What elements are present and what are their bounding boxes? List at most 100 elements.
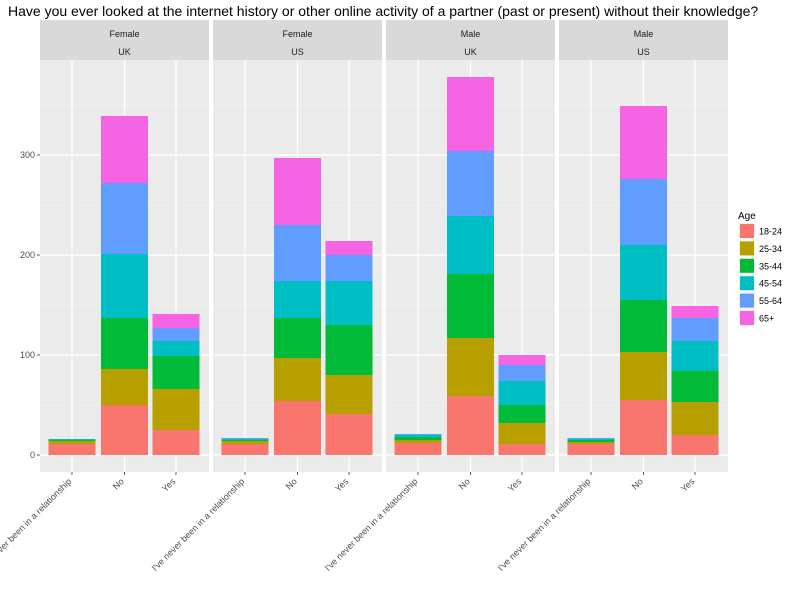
bars	[48, 116, 200, 455]
facet-strip	[386, 20, 555, 60]
x-tick-label: Yes	[506, 476, 524, 494]
facet-label-country: UK	[118, 47, 131, 57]
bar-segment-yes-55-64	[498, 365, 546, 381]
bar-segment-no-45-54	[101, 254, 148, 318]
bar-segment-i-ve-never-been-in-a-relationship-45-54	[567, 439, 615, 440]
bar-segment-no-65	[447, 77, 494, 151]
bar-segment-no-55-64	[447, 151, 494, 216]
legend-title: Age	[738, 211, 756, 222]
bar-segment-no-25-34	[101, 369, 148, 405]
bar-segment-yes-18-24	[152, 430, 200, 455]
bars	[221, 158, 373, 455]
bar-segment-i-ve-never-been-in-a-relationship-18-24	[394, 443, 442, 455]
legend-item-55-64: 55-64	[739, 292, 782, 309]
x-tick-label: No	[457, 476, 472, 491]
bar-segment-no-45-54	[274, 281, 321, 318]
bar-segment-i-ve-never-been-in-a-relationship-35-44	[567, 440, 615, 442]
legend-item-45-54: 45-54	[739, 275, 782, 292]
facet-label-country: UK	[464, 47, 477, 57]
bar-segment-no-45-54	[620, 245, 667, 300]
bar-segment-yes-55-64	[671, 318, 719, 341]
x-tick-label: No	[630, 476, 645, 491]
bar-segment-i-ve-never-been-in-a-relationship-45-54	[221, 439, 269, 440]
bar-segment-i-ve-never-been-in-a-relationship-55-64	[394, 434, 442, 435]
bar-segment-no-35-44	[447, 274, 494, 338]
facet-strip	[40, 20, 209, 60]
bar-segment-no-65	[274, 158, 321, 225]
bar-segment-i-ve-never-been-in-a-relationship-18-24	[221, 444, 269, 455]
legend-item-25-34: 25-34	[739, 240, 782, 257]
y-axis: 0 100 200 300	[20, 150, 40, 460]
bar-segment-no-55-64	[101, 183, 148, 254]
legend-swatch	[740, 258, 754, 273]
bar-segment-no-18-24	[447, 396, 494, 455]
bar-segment-no-35-44	[101, 318, 148, 369]
bar-segment-yes-25-34	[498, 423, 546, 444]
bar-segment-no-35-44	[274, 318, 321, 358]
bar-segment-yes-18-24	[325, 414, 373, 455]
x-tick-label: Yes	[679, 476, 697, 494]
bars	[394, 77, 546, 455]
bar-segment-yes-35-44	[325, 325, 373, 375]
bar-segment-no-65	[620, 106, 667, 179]
facet-label-country: US	[637, 47, 650, 57]
bar-segment-no-35-44	[620, 300, 667, 352]
bar-segment-yes-35-44	[498, 405, 546, 423]
x-tick-label: No	[111, 476, 126, 491]
chart-title: Have you ever looked at the internet his…	[8, 3, 759, 19]
bar-segment-i-ve-never-been-in-a-relationship-35-44	[48, 440, 96, 441]
legend-label: 55-64	[759, 296, 782, 306]
bar-segment-yes-45-54	[325, 281, 373, 325]
bar-segment-i-ve-never-been-in-a-relationship-25-34	[567, 442, 615, 444]
bar-segment-i-ve-never-been-in-a-relationship-25-34	[394, 440, 442, 443]
bar-segment-yes-35-44	[671, 371, 719, 402]
legend-swatch	[740, 241, 754, 256]
x-tick-label: Yes	[160, 476, 178, 494]
bar-segment-i-ve-never-been-in-a-relationship-35-44	[221, 440, 269, 441]
facets-layer: Female UK I've never been in a relationshi…	[0, 20, 728, 573]
bar-segment-yes-18-24	[498, 444, 546, 455]
bar-segment-i-ve-never-been-in-a-relationship-25-34	[48, 441, 96, 444]
bar-segment-yes-65	[152, 314, 200, 328]
bar-segment-yes-18-24	[671, 435, 719, 455]
x-tick-label: No	[284, 476, 299, 491]
facet-label-gender: Male	[461, 29, 481, 39]
x-tick-label: Yes	[333, 476, 351, 494]
bar-segment-yes-25-34	[325, 375, 373, 414]
facet-strip	[559, 20, 728, 60]
bar-segment-no-25-34	[620, 352, 667, 400]
bar-segment-i-ve-never-been-in-a-relationship-55-64	[221, 438, 269, 439]
legend-label: 25-34	[759, 244, 782, 254]
bar-segment-yes-45-54	[671, 341, 719, 371]
facet-label-country: US	[291, 47, 304, 57]
facet-label-gender: Female	[109, 29, 139, 39]
legend-label: 18-24	[759, 227, 782, 237]
bar-segment-no-55-64	[620, 179, 667, 245]
bar-segment-no-55-64	[274, 225, 321, 281]
bar-segment-no-45-54	[447, 216, 494, 274]
facet-label-gender: Male	[634, 29, 654, 39]
bar-segment-i-ve-never-been-in-a-relationship-18-24	[567, 444, 615, 455]
legend-item-35-44: 35-44	[739, 257, 782, 274]
legend-item-65: 65+	[739, 310, 774, 326]
legend-item-18-24: 18-24	[739, 223, 782, 239]
bar-segment-no-65	[101, 116, 148, 183]
bar-segment-yes-45-54	[498, 381, 546, 405]
bar-segment-i-ve-never-been-in-a-relationship-55-64	[567, 438, 615, 439]
legend-label: 35-44	[759, 261, 782, 271]
bar-segment-i-ve-never-been-in-a-relationship-18-24	[48, 444, 96, 455]
y-tick-label: 0	[30, 450, 35, 460]
bar-segment-no-18-24	[101, 405, 148, 455]
bar-segment-yes-55-64	[152, 328, 200, 341]
legend-label: 45-54	[759, 279, 782, 289]
bar-segment-yes-55-64	[325, 255, 373, 281]
bar-segment-no-18-24	[274, 401, 321, 455]
bar-segment-yes-45-54	[152, 341, 200, 356]
